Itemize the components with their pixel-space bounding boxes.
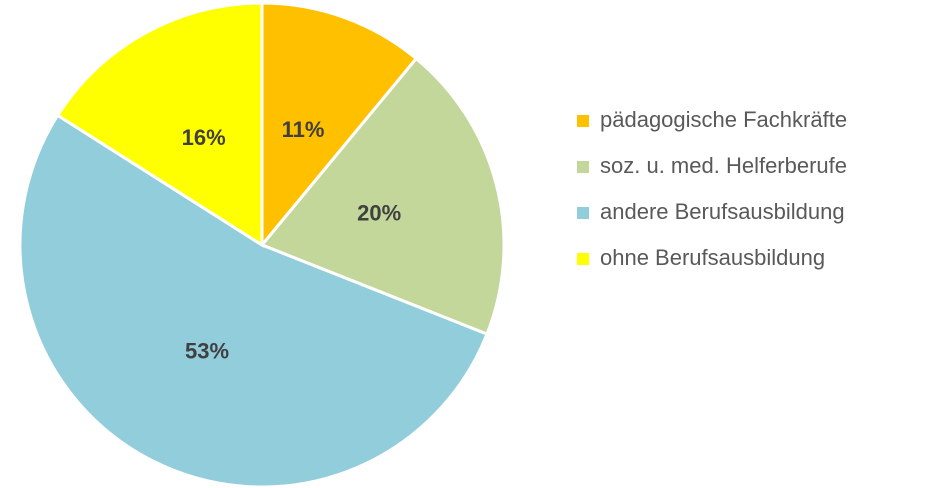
legend-swatch [577,161,589,173]
legend-item: soz. u. med. Helferberufe [577,150,907,182]
data-label: 11% [282,117,325,142]
pie-slice [55,1,264,248]
legend-label: pädagogische Fachkräfte [600,107,848,132]
legend-swatch [577,115,589,127]
legend-item: andere Berufsausbildung [577,196,907,228]
pie-area: 11% 20% 53% 16% [18,1,506,488]
legend: pädagogische Fachkräfte soz. u. med. Helf… [577,104,907,288]
pie-slice [18,113,489,488]
pie-slice [260,1,419,250]
data-label: 20% [357,201,401,226]
legend-item: pädagogische Fachkräfte [577,104,907,136]
legend-label: ohne Berufsausbildung [600,245,826,270]
legend-swatch [577,207,589,219]
legend-label: soz. u. med. Helferberufe [600,153,848,178]
legend-item: ohne Berufsausbildung [577,242,907,274]
data-label: 16% [182,125,226,150]
pie-slice [259,56,506,337]
legend-label: andere Berufsausbildung [600,199,845,224]
legend-swatch [577,253,589,265]
data-label: 53% [185,339,229,364]
